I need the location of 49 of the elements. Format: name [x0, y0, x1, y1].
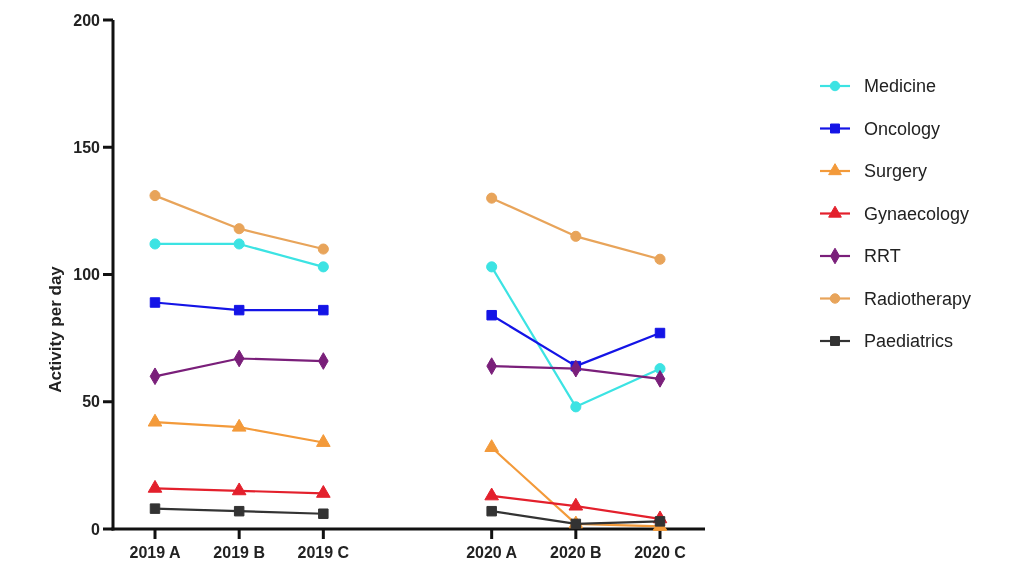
point	[318, 508, 329, 519]
y-tick-label: 150	[73, 138, 101, 156]
point	[486, 261, 498, 273]
point	[484, 439, 499, 452]
point	[570, 401, 582, 413]
legend-label: Oncology	[864, 118, 941, 139]
point	[149, 190, 161, 202]
point	[317, 243, 329, 255]
x-tick-label: 2020 A	[466, 544, 518, 561]
point	[486, 505, 497, 517]
point	[231, 418, 247, 432]
legend-label: RRT	[864, 246, 901, 267]
x-tick-label: 2020 C	[634, 544, 687, 561]
y-tick-label: 0	[91, 520, 101, 538]
point	[486, 192, 498, 204]
point	[231, 482, 247, 496]
x-tick-label: 2019 C	[297, 544, 350, 561]
y-tick-label: 200	[73, 11, 101, 29]
point	[318, 304, 329, 316]
point	[570, 230, 582, 242]
point	[233, 304, 245, 316]
point	[149, 297, 161, 308]
y-axis-title: Activity per day	[46, 265, 65, 393]
y-tick-label: 100	[73, 266, 101, 284]
x-tick-label: 2019 B	[213, 544, 265, 561]
point	[233, 505, 245, 517]
legend-label: Gynaecology	[864, 203, 970, 224]
x-tick-label: 2020 B	[550, 544, 602, 561]
point	[149, 238, 161, 250]
point	[486, 309, 497, 321]
legend-label: Paediatrics	[864, 331, 954, 352]
point	[654, 516, 666, 527]
y-tick-label: 50	[82, 393, 101, 411]
point	[233, 238, 245, 250]
point	[147, 413, 163, 427]
point	[316, 434, 331, 447]
x-tick-label: 2019 A	[129, 544, 181, 561]
point	[568, 497, 584, 511]
point	[654, 327, 666, 339]
legend-label: Surgery	[864, 161, 928, 182]
point	[317, 261, 329, 273]
point	[147, 479, 163, 493]
point	[149, 503, 161, 514]
point	[233, 223, 245, 235]
point	[654, 253, 666, 265]
legend-label: Radiotherapy	[864, 288, 972, 309]
legend-label: Medicine	[864, 76, 937, 97]
point	[484, 487, 499, 501]
point	[316, 485, 331, 498]
